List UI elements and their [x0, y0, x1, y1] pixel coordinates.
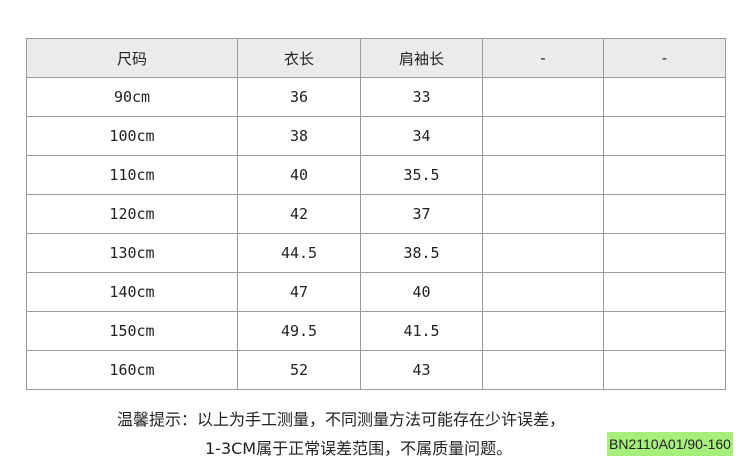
- header-sleeve: 肩袖长: [360, 38, 483, 78]
- header-length: 衣长: [237, 38, 361, 78]
- table-cell: 44.5: [237, 233, 361, 273]
- header-size: 尺码: [26, 38, 238, 78]
- table-cell: [603, 155, 726, 195]
- table-row: 160cm 52 43: [26, 350, 726, 390]
- table-cell: 36: [237, 77, 361, 117]
- header-blank-1: -: [482, 38, 604, 78]
- table-row: 100cm 38 34: [26, 116, 726, 156]
- note-line-1: 温馨提示：以上为手工测量，不同测量方法可能存在少许误差，: [117, 410, 566, 429]
- table-cell: [603, 350, 726, 390]
- table-cell: 43: [360, 350, 483, 390]
- table-cell: 38: [237, 116, 361, 156]
- table-cell: 42: [237, 194, 361, 234]
- table-cell: 130cm: [26, 233, 238, 273]
- table-cell: 90cm: [26, 77, 238, 117]
- table-cell: 140cm: [26, 272, 238, 312]
- table-cell: [603, 233, 726, 273]
- header-blank-2: -: [603, 38, 726, 78]
- table-cell: 120cm: [26, 194, 238, 234]
- table-cell: 150cm: [26, 311, 238, 351]
- table-cell: [482, 272, 604, 312]
- table-cell: 40: [360, 272, 483, 312]
- table-cell: [482, 155, 604, 195]
- table-cell: [603, 77, 726, 117]
- table-row: 120cm 42 37: [26, 194, 726, 234]
- table-row: 90cm 36 33: [26, 77, 726, 117]
- table-cell: 38.5: [360, 233, 483, 273]
- table-cell: [482, 194, 604, 234]
- table-cell: [603, 272, 726, 312]
- table-row: 140cm 47 40: [26, 272, 726, 312]
- table-cell: 49.5: [237, 311, 361, 351]
- table-row: 130cm 44.5 38.5: [26, 233, 726, 273]
- table-cell: [482, 116, 604, 156]
- table-cell: 47: [237, 272, 361, 312]
- table-cell: 34: [360, 116, 483, 156]
- table-cell: 40: [237, 155, 361, 195]
- table-cell: 110cm: [26, 155, 238, 195]
- table-cell: [482, 350, 604, 390]
- table-cell: 100cm: [26, 116, 238, 156]
- table-cell: 41.5: [360, 311, 483, 351]
- table-cell: [482, 311, 604, 351]
- table-row: 150cm 49.5 41.5: [26, 311, 726, 351]
- table-cell: 35.5: [360, 155, 483, 195]
- table-cell: 160cm: [26, 350, 238, 390]
- table-cell: [603, 116, 726, 156]
- product-code-badge: BN2110A01/90-160: [607, 432, 733, 456]
- note-line-2: 1-3CM属于正常误差范围，不属质量问题。: [205, 439, 513, 458]
- table-cell: [482, 77, 604, 117]
- table-cell: 37: [360, 194, 483, 234]
- table-cell: 33: [360, 77, 483, 117]
- table-row: 110cm 40 35.5: [26, 155, 726, 195]
- table-cell: 52: [237, 350, 361, 390]
- table-cell: [482, 233, 604, 273]
- table-header-row: 尺码 衣长 肩袖长 - -: [26, 38, 726, 78]
- size-chart-table: 尺码 衣长 肩袖长 - - 90cm 36 33 100cm 38 34 110cm 40 35…: [26, 38, 726, 390]
- table-cell: [603, 311, 726, 351]
- table-cell: [603, 194, 726, 234]
